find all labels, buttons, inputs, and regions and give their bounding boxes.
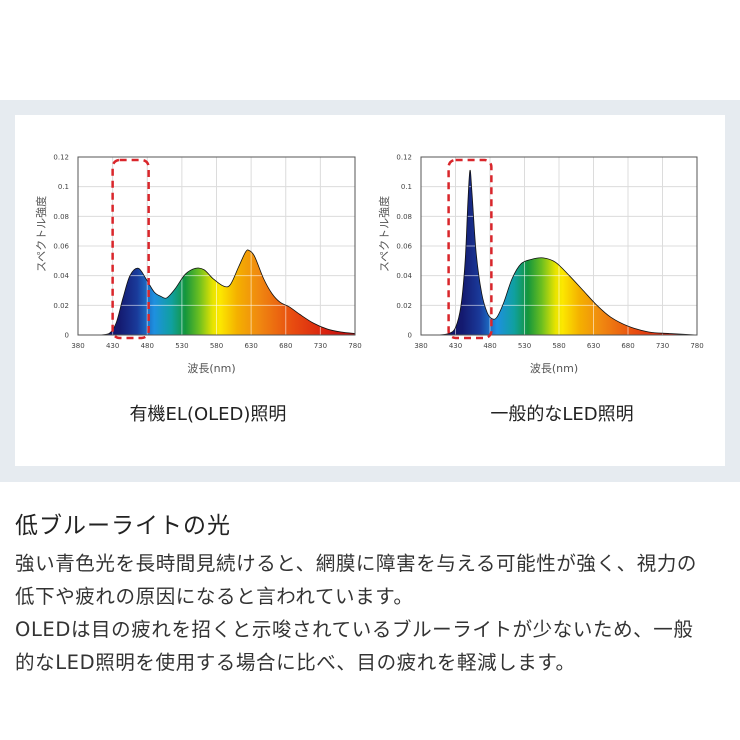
y-tick-label: 0.02 (53, 302, 69, 310)
body-line: 低下や疲れの原因になると言われています。 (15, 585, 414, 608)
spectrum-line (421, 169, 698, 336)
x-tick-label: 380 (414, 342, 427, 350)
x-tick-label: 430 (106, 342, 119, 350)
x-tick-label: 430 (449, 342, 462, 350)
x-tick-label: 580 (210, 342, 223, 350)
x-tick-label: 530 (518, 342, 531, 350)
oled-spectrum-chart: 380 430 480 530 580 630 680 730 780 0 0.02 0.04 0.06… (34, 154, 362, 376)
y-tick-label: 0.04 (53, 272, 69, 280)
x-tick-label: 630 (587, 342, 600, 350)
y-tick-label: 0.06 (396, 243, 412, 251)
led-chart-caption: 一般的なLED照明 (490, 404, 634, 425)
plot-frame (420, 156, 698, 336)
plot-frame (77, 156, 356, 336)
y-tick-label: 0.1 (58, 183, 69, 191)
y-tick-label: 0 (65, 332, 69, 340)
oled-chart-caption: 有機EL(OLED)照明 (129, 404, 287, 425)
y-tick-label: 0.12 (396, 154, 412, 162)
y-tick-label: 0.06 (53, 243, 69, 251)
body-line: OLEDは目の疲れを招くと示唆されているブルーライトが少ないため、一般 (15, 618, 694, 641)
x-tick-label: 530 (175, 342, 188, 350)
x-tick-label: 780 (348, 342, 361, 350)
y-axis-label: スペクトル強度 (377, 196, 391, 272)
x-tick-label: 730 (314, 342, 327, 350)
body-line: 的なLED照明を使用する場合に比べ、目の疲れを軽減します。 (15, 651, 576, 674)
body-line: 強い青色光を長時間見続けると、網膜に障害を与える可能性が強く、視力の (15, 552, 698, 575)
y-tick-label: 0.08 (53, 213, 69, 221)
x-tick-label: 380 (71, 342, 84, 350)
x-axis-label: 波長(nm) (187, 362, 235, 375)
x-tick-label: 680 (279, 342, 292, 350)
blue-light-highlight-box (111, 158, 150, 340)
y-tick-label: 0.08 (396, 213, 412, 221)
y-tick-label: 0 (408, 332, 412, 340)
y-axis-label: スペクトル強度 (34, 196, 48, 272)
x-tick-label: 480 (141, 342, 154, 350)
x-axis-label: 波長(nm) (530, 362, 578, 375)
spectrum-line (78, 249, 356, 336)
led-spectrum-chart: 380 430 480 530 580 630 680 730 780 0 0.02 0.04 0.06… (377, 154, 704, 376)
blue-light-highlight-box (447, 158, 493, 340)
y-tick-label: 0.12 (53, 154, 69, 162)
x-tick-label: 630 (244, 342, 257, 350)
y-tick-label: 0.1 (401, 183, 412, 191)
x-tick-label: 780 (690, 342, 703, 350)
x-tick-label: 730 (656, 342, 669, 350)
y-tick-label: 0.04 (396, 272, 412, 280)
y-tick-label: 0.02 (396, 302, 412, 310)
x-tick-label: 580 (552, 342, 565, 350)
x-tick-label: 680 (621, 342, 634, 350)
section-title: 低ブルーライトの光 (15, 513, 231, 539)
x-tick-label: 480 (483, 342, 496, 350)
